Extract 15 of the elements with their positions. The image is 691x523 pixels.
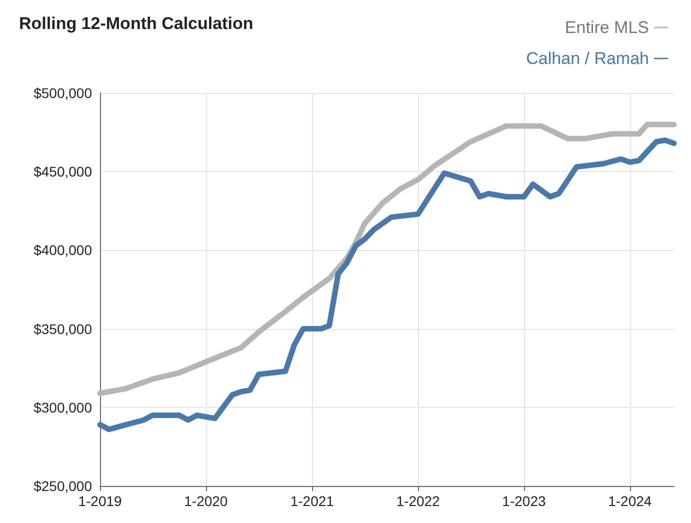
x-tick-label: 1-2021 — [290, 493, 334, 509]
y-tick-label: $400,000 — [34, 242, 92, 258]
chart-title: Rolling 12-Month Calculation — [19, 14, 254, 33]
legend-label: Entire MLS — [564, 18, 649, 37]
legend-label: Calhan / Ramah — [526, 49, 649, 68]
y-tick-label: $300,000 — [34, 399, 92, 416]
x-tick-label: 1-2024 — [608, 493, 652, 509]
x-tick-label: 1-2023 — [502, 493, 546, 509]
x-tick-label: 1-2022 — [396, 493, 440, 509]
y-tick-label: $250,000 — [34, 478, 92, 494]
y-tick-label: $500,000 — [34, 85, 92, 101]
x-tick-label: 1-2019 — [78, 493, 122, 509]
y-tick-label: $350,000 — [34, 320, 92, 337]
x-tick-label: 1-2020 — [184, 493, 228, 509]
y-tick-label: $450,000 — [34, 164, 92, 180]
